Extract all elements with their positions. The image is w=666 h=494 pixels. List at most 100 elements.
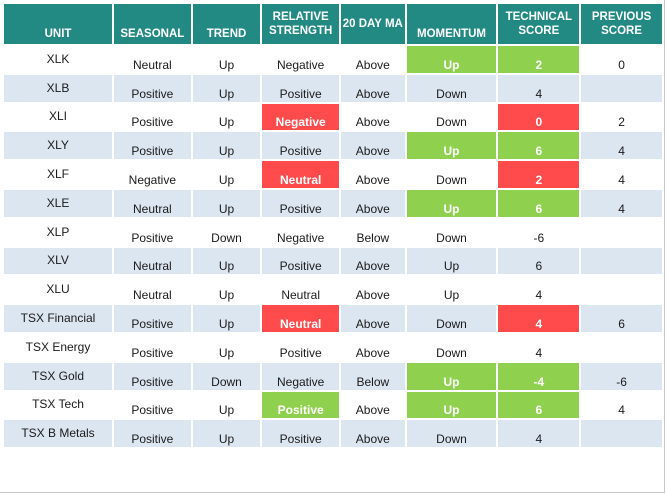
relative-strength-cell: Negative — [262, 362, 340, 390]
relative-strength-cell: Neutral — [262, 276, 340, 304]
relative-strength-cell: Positive — [262, 132, 340, 160]
ma20-cell: Below — [341, 362, 405, 390]
momentum-cell: Up — [406, 132, 497, 160]
previous-score-cell: -6 — [581, 362, 662, 390]
ma20-cell: Above — [341, 103, 405, 131]
technical-score-cell: 0 — [498, 103, 580, 131]
ma20-cell: Above — [341, 420, 405, 448]
header-previous-score: PREVIOUS SCORE — [581, 4, 662, 44]
table-row: XLU Neutral Up Neutral Above Up 4 — [4, 276, 662, 304]
previous-score-cell — [581, 247, 662, 275]
header-relative-strength: RELATIVE STRENGTH — [262, 4, 340, 44]
seasonal-cell: Positive — [114, 362, 191, 390]
header-technical-score: TECHNICAL SCORE — [498, 4, 580, 44]
momentum-cell: Up — [406, 391, 497, 419]
trend-cell: Up — [192, 74, 261, 102]
ma20-cell: Above — [341, 189, 405, 217]
ma20-cell: Above — [341, 305, 405, 332]
previous-score-cell — [581, 276, 662, 304]
momentum-cell: Down — [406, 161, 497, 188]
seasonal-cell: Positive — [114, 218, 191, 246]
table-row: TSX Energy Positive Up Positive Above Do… — [4, 333, 662, 361]
momentum-cell: Down — [406, 103, 497, 131]
seasonal-cell: Positive — [114, 132, 191, 160]
ma20-cell: Above — [341, 132, 405, 160]
technical-score-cell: 4 — [498, 420, 580, 448]
trend-cell: Up — [192, 46, 261, 73]
momentum-cell: Up — [406, 189, 497, 217]
momentum-cell: Down — [406, 218, 497, 246]
unit-cell: XLF — [4, 161, 112, 188]
ma20-cell: Above — [341, 333, 405, 361]
momentum-cell: Down — [406, 74, 497, 102]
momentum-cell: Down — [406, 420, 497, 448]
unit-cell: TSX Financial — [4, 305, 112, 332]
unit-cell: XLP — [4, 218, 112, 246]
technical-score-cell: 6 — [498, 132, 580, 160]
previous-score-cell: 4 — [581, 132, 662, 160]
previous-score-cell — [581, 74, 662, 102]
header-momentum: MOMENTUM — [406, 4, 497, 44]
relative-strength-cell: Positive — [262, 391, 340, 419]
table-row: TSX B Metals Positive Up Positive Above … — [4, 420, 662, 448]
header-row: UNIT SEASONAL TREND RELATIVE STRENGTH 20… — [4, 4, 662, 44]
unit-cell: TSX Energy — [4, 333, 112, 361]
seasonal-cell: Neutral — [114, 247, 191, 275]
momentum-cell: Down — [406, 333, 497, 361]
relative-strength-cell: Positive — [262, 74, 340, 102]
technical-score-cell: 6 — [498, 247, 580, 275]
seasonal-cell: Positive — [114, 103, 191, 131]
momentum-cell: Up — [406, 362, 497, 390]
momentum-cell: Up — [406, 247, 497, 275]
seasonal-cell: Positive — [114, 74, 191, 102]
previous-score-cell: 2 — [581, 103, 662, 131]
unit-cell: XLB — [4, 74, 112, 102]
table-row: TSX Gold Positive Down Negative Below Up… — [4, 362, 662, 390]
seasonal-cell: Positive — [114, 420, 191, 448]
table-row: XLF Negative Up Neutral Above Down 2 4 — [4, 161, 662, 188]
relative-strength-cell: Negative — [262, 218, 340, 246]
relative-strength-cell: Neutral — [262, 161, 340, 188]
momentum-cell: Up — [406, 46, 497, 73]
previous-score-cell — [581, 333, 662, 361]
momentum-cell: Up — [406, 276, 497, 304]
unit-cell: XLI — [4, 103, 112, 131]
seasonal-cell: Neutral — [114, 189, 191, 217]
trend-cell: Up — [192, 333, 261, 361]
technical-score-cell: 2 — [498, 161, 580, 188]
previous-score-cell: 4 — [581, 189, 662, 217]
technical-score-cell: 2 — [498, 46, 580, 73]
technical-score-cell: 4 — [498, 333, 580, 361]
table-row: XLI Positive Up Negative Above Down 0 2 — [4, 103, 662, 131]
table-row: XLE Neutral Up Positive Above Up 6 4 — [4, 189, 662, 217]
ma20-cell: Above — [341, 74, 405, 102]
table-row: TSX Financial Positive Up Neutral Above … — [4, 305, 662, 332]
trend-cell: Up — [192, 103, 261, 131]
trend-cell: Up — [192, 391, 261, 419]
unit-cell: XLE — [4, 189, 112, 217]
ma20-cell: Above — [341, 247, 405, 275]
relative-strength-cell: Positive — [262, 333, 340, 361]
previous-score-cell: 4 — [581, 391, 662, 419]
trend-cell: Up — [192, 276, 261, 304]
unit-cell: TSX B Metals — [4, 420, 112, 448]
ma20-cell: Above — [341, 46, 405, 73]
ma20-cell: Above — [341, 276, 405, 304]
technical-score-cell: 4 — [498, 276, 580, 304]
unit-cell: XLV — [4, 247, 112, 275]
seasonal-cell: Positive — [114, 333, 191, 361]
seasonal-cell: Negative — [114, 161, 191, 188]
unit-cell: TSX Tech — [4, 391, 112, 419]
unit-cell: XLY — [4, 132, 112, 160]
technical-score-cell: 4 — [498, 74, 580, 102]
relative-strength-cell: Positive — [262, 420, 340, 448]
table-row: TSX Tech Positive Up Positive Above Up 6… — [4, 391, 662, 419]
table-row: XLV Neutral Up Positive Above Up 6 — [4, 247, 662, 275]
table-row: XLB Positive Up Positive Above Down 4 — [4, 74, 662, 102]
ma20-cell: Below — [341, 218, 405, 246]
seasonal-cell: Neutral — [114, 46, 191, 73]
technical-score-cell: 6 — [498, 189, 580, 217]
relative-strength-cell: Neutral — [262, 305, 340, 332]
technical-score-cell: -6 — [498, 218, 580, 246]
